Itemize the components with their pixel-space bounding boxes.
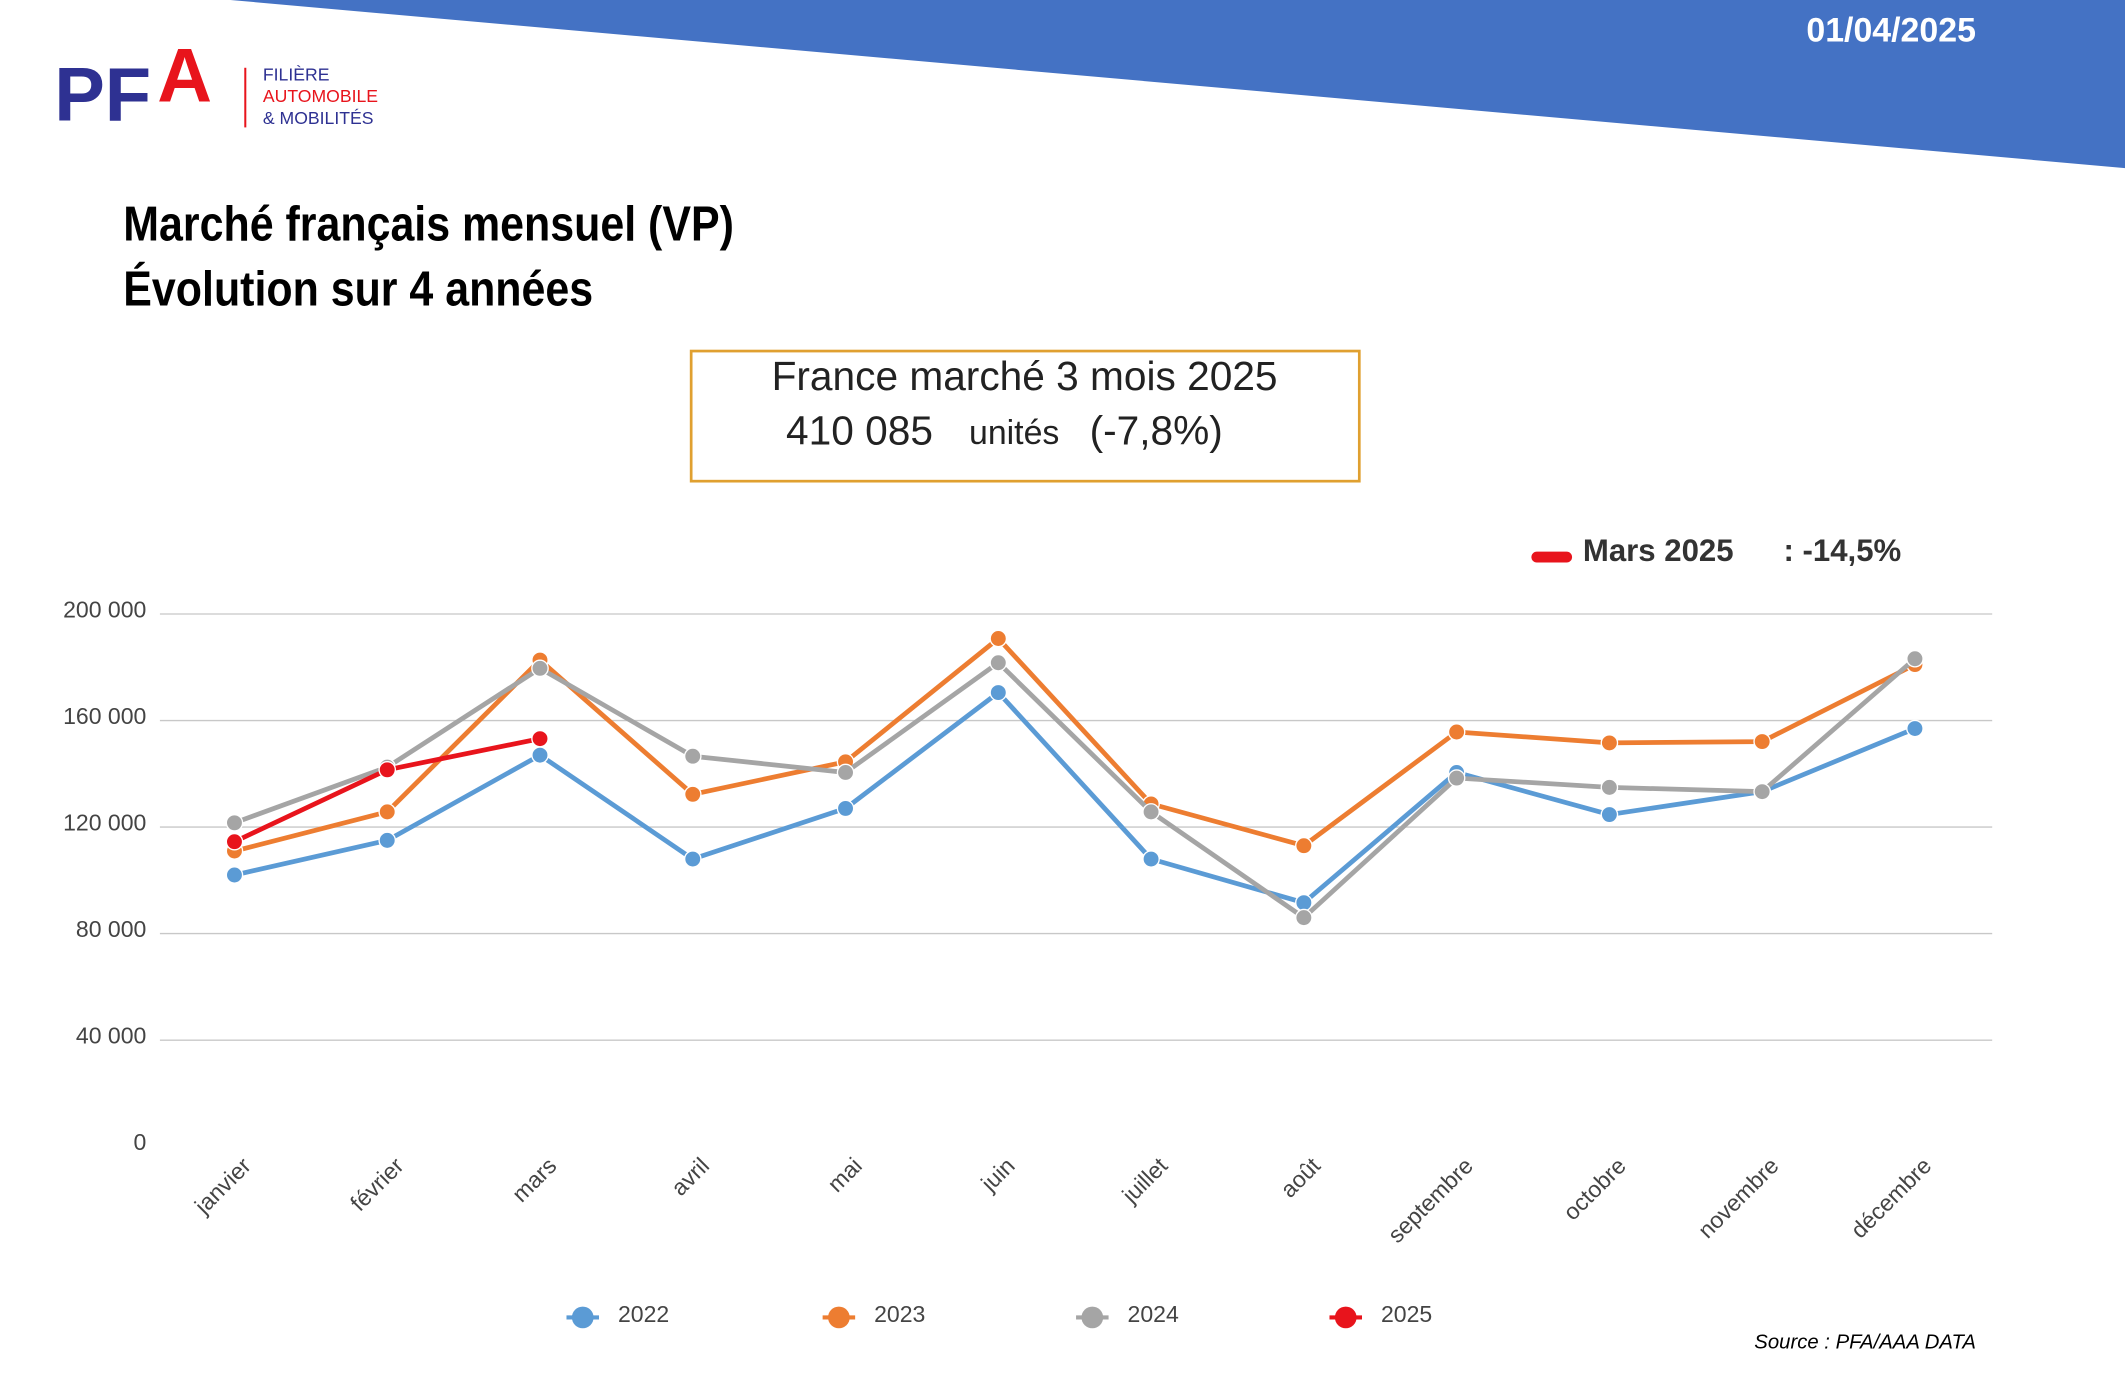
summary-box — [689, 349, 1361, 483]
summary-title: France marché 3 mois 2025 — [772, 353, 1278, 399]
banner — [230, 0, 2125, 169]
y-tick-label: 200 000 — [63, 596, 146, 622]
legend-label: 2024 — [1128, 1301, 1179, 1327]
y-tick-label: 120 000 — [63, 809, 146, 835]
data-point — [1447, 769, 1466, 787]
data-point — [225, 832, 244, 851]
logo-text: AUTOMOBILE — [263, 86, 378, 106]
summary-unit: unités — [969, 414, 1059, 452]
x-tick-label: juillet — [1116, 1152, 1173, 1209]
data-point — [531, 729, 549, 748]
logo-pf: PF — [54, 52, 151, 137]
legend-label: 2022 — [618, 1301, 669, 1327]
logo-text: & MOBILITÉS — [263, 108, 374, 128]
data-point — [531, 659, 549, 678]
series-line — [233, 656, 1917, 920]
data-point — [683, 747, 702, 766]
x-tick-label: mai — [822, 1152, 867, 1197]
x-tick-label: décembre — [1846, 1152, 1937, 1243]
x-tick-label: octobre — [1558, 1152, 1631, 1225]
data-point — [531, 746, 549, 764]
legend-marker — [1081, 1306, 1104, 1329]
data-point — [836, 799, 855, 818]
x-tick-label: mars — [507, 1152, 562, 1207]
data-point — [1600, 778, 1619, 797]
legend-marker — [1334, 1306, 1357, 1329]
annotation-value: : -14,5% — [1783, 533, 1901, 568]
data-point — [1753, 732, 1771, 751]
data-point — [225, 866, 244, 884]
data-point — [378, 803, 397, 821]
date: 01/04/2025 — [1806, 11, 1976, 49]
x-tick-label: janvier — [189, 1152, 256, 1219]
data-point — [989, 629, 1008, 648]
x-tick-label: février — [345, 1152, 409, 1216]
data-point — [378, 831, 397, 850]
data-point — [1295, 893, 1313, 912]
x-tick-label: juin — [975, 1152, 1019, 1196]
data-point — [378, 760, 397, 779]
summary-value: 410 085 — [786, 407, 933, 453]
y-tick-label: 0 — [134, 1129, 147, 1155]
data-point — [225, 813, 244, 832]
series-line — [233, 736, 541, 844]
legend-marker — [571, 1306, 594, 1329]
y-tick-label: 40 000 — [76, 1023, 146, 1049]
series-line — [233, 636, 1917, 854]
series-line — [233, 690, 1916, 906]
data-point — [989, 683, 1008, 702]
data-point — [683, 850, 702, 868]
legend-label: 2023 — [874, 1301, 925, 1327]
data-point — [1295, 908, 1313, 927]
data-point — [836, 763, 855, 782]
y-tick-label: 80 000 — [76, 916, 146, 942]
legend-marker — [828, 1306, 850, 1329]
data-point — [989, 653, 1008, 672]
data-point — [1906, 649, 1924, 668]
data-point — [1600, 805, 1619, 824]
title: Évolution sur 4 années — [123, 261, 593, 316]
x-tick-label: avril — [666, 1152, 714, 1200]
data-point — [1906, 719, 1924, 738]
legend-label: 2025 — [1381, 1301, 1432, 1327]
data-point — [1295, 836, 1313, 855]
logo-text: FILIÈRE — [263, 65, 330, 85]
summary-change: (-7,8%) — [1090, 407, 1223, 453]
data-point — [1753, 782, 1771, 801]
x-tick-label: novembre — [1693, 1152, 1784, 1243]
x-tick-label: août — [1275, 1152, 1326, 1203]
data-point — [1600, 734, 1619, 752]
data-point — [1142, 803, 1160, 821]
title: Marché français mensuel (VP) — [123, 196, 734, 251]
y-tick-label: 160 000 — [63, 703, 146, 729]
logo-a: A — [157, 33, 212, 118]
data-point — [1142, 850, 1160, 868]
data-point — [1447, 723, 1466, 741]
annotation-label: Mars 2025 — [1583, 533, 1734, 568]
x-tick-label: septembre — [1383, 1152, 1478, 1247]
data-point — [683, 785, 702, 804]
source: Source : PFA/AAA DATA — [1754, 1332, 1976, 1354]
